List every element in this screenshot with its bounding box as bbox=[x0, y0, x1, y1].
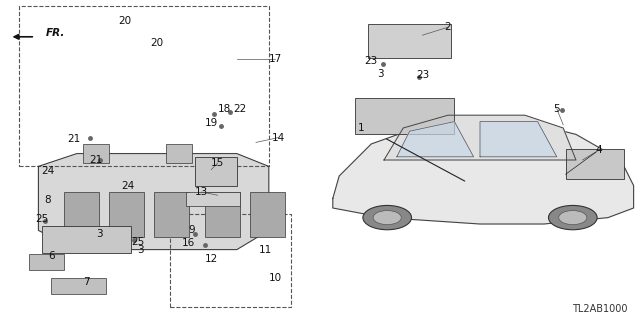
Text: 4: 4 bbox=[595, 145, 602, 156]
Text: 13: 13 bbox=[195, 187, 208, 197]
Text: 20: 20 bbox=[150, 38, 163, 48]
Bar bbox=[166, 144, 192, 163]
Bar bbox=[205, 192, 240, 237]
Bar bbox=[29, 254, 64, 270]
Text: 15: 15 bbox=[211, 158, 224, 168]
Text: 19: 19 bbox=[205, 118, 218, 128]
Polygon shape bbox=[397, 122, 474, 157]
Text: 16: 16 bbox=[182, 238, 195, 248]
Text: 3: 3 bbox=[96, 228, 102, 239]
Text: 23: 23 bbox=[365, 56, 378, 66]
Text: FR.: FR. bbox=[46, 28, 65, 38]
Text: 6: 6 bbox=[48, 251, 54, 261]
Text: 17: 17 bbox=[269, 54, 282, 64]
Circle shape bbox=[559, 211, 587, 225]
Polygon shape bbox=[333, 122, 634, 224]
Text: 2: 2 bbox=[445, 22, 451, 32]
Text: 1: 1 bbox=[358, 123, 365, 133]
Bar bbox=[250, 192, 285, 237]
Text: 22: 22 bbox=[234, 104, 246, 114]
Text: 18: 18 bbox=[218, 104, 230, 114]
Circle shape bbox=[363, 205, 412, 230]
Text: 21: 21 bbox=[67, 134, 80, 144]
Bar bbox=[109, 192, 144, 237]
Text: 24: 24 bbox=[42, 166, 54, 176]
Text: 21: 21 bbox=[90, 155, 102, 165]
Bar bbox=[368, 24, 451, 58]
Text: 3: 3 bbox=[378, 68, 384, 79]
Polygon shape bbox=[480, 122, 557, 157]
Bar bbox=[186, 192, 240, 206]
Text: 9: 9 bbox=[189, 225, 195, 236]
Text: 7: 7 bbox=[83, 276, 90, 287]
Circle shape bbox=[548, 205, 597, 230]
Bar bbox=[64, 192, 99, 237]
Bar bbox=[566, 149, 624, 179]
Bar bbox=[154, 192, 189, 237]
Bar bbox=[195, 157, 237, 186]
Text: 5: 5 bbox=[554, 104, 560, 114]
Bar bbox=[83, 144, 109, 163]
Bar bbox=[42, 226, 131, 253]
Text: 11: 11 bbox=[259, 244, 272, 255]
Text: 3: 3 bbox=[138, 244, 144, 255]
Text: 8: 8 bbox=[45, 195, 51, 205]
Polygon shape bbox=[384, 115, 576, 160]
Text: 12: 12 bbox=[205, 254, 218, 264]
Text: 14: 14 bbox=[272, 132, 285, 143]
Circle shape bbox=[373, 211, 401, 225]
Text: 20: 20 bbox=[118, 16, 131, 26]
Polygon shape bbox=[38, 154, 269, 250]
Text: 25: 25 bbox=[131, 236, 144, 247]
Text: TL2AB1000: TL2AB1000 bbox=[572, 304, 627, 314]
Text: 24: 24 bbox=[122, 180, 134, 191]
Bar bbox=[51, 278, 106, 294]
Text: 10: 10 bbox=[269, 273, 282, 284]
Text: 23: 23 bbox=[416, 70, 429, 80]
Text: 25: 25 bbox=[35, 214, 48, 224]
Bar bbox=[355, 98, 454, 134]
